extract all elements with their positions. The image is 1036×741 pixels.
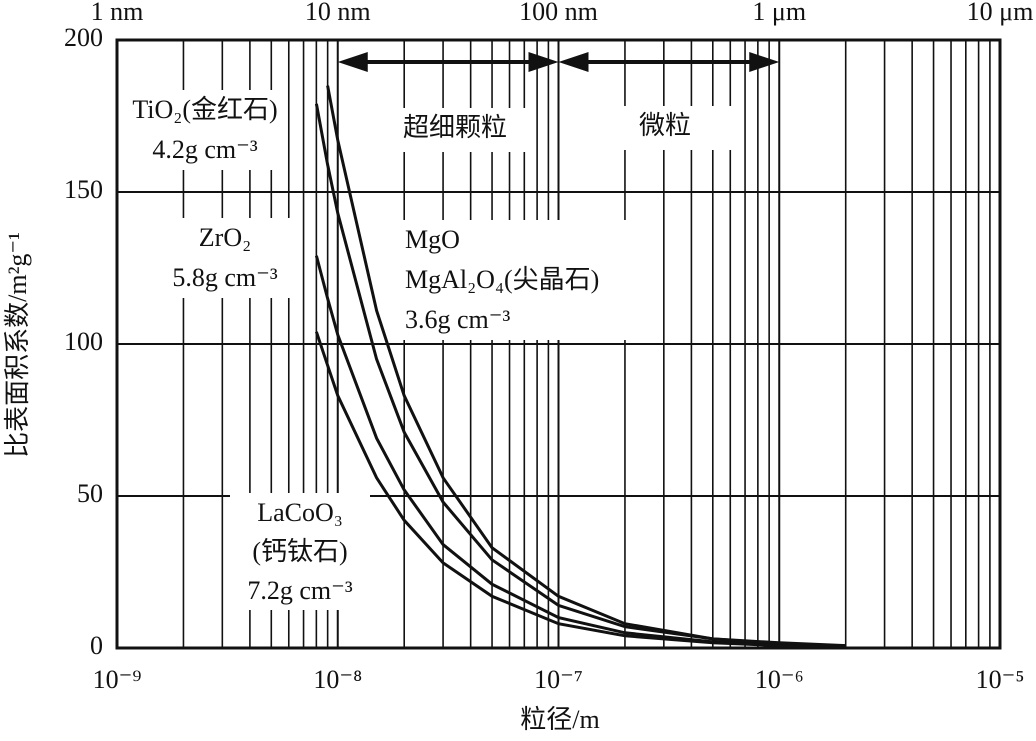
curve-label: ZrO₂: [199, 223, 251, 252]
curve-label: TiO₂(金红石): [132, 95, 277, 124]
y-tick-label: 50: [77, 479, 103, 508]
curve-label: LaCoO₃: [257, 498, 343, 527]
top-tick-label: 1 nm: [91, 0, 144, 26]
annotation-bg: [155, 218, 295, 298]
x-axis-label: 粒径/m: [520, 705, 599, 734]
annotation-bg: [230, 493, 370, 610]
plot-frame: [115, 38, 1002, 650]
arrow-head: [749, 52, 780, 72]
x-tick-label: 10⁻⁹: [93, 665, 142, 694]
curve-label: 3.6g cm⁻³: [405, 305, 510, 334]
series-line: [326, 85, 846, 648]
y-tick-label: 100: [64, 327, 103, 356]
y-axis-label: 比表面积系数/m²g⁻¹: [3, 232, 32, 458]
x-tick-label: 10⁻⁵: [976, 665, 1025, 694]
range-label: 微粒: [639, 111, 691, 140]
annotation-bg: [125, 90, 285, 170]
top-tick-label: 1 μm: [752, 0, 806, 26]
curve-label: 5.8g cm⁻³: [172, 263, 277, 292]
y-tick-label: 200: [64, 23, 103, 52]
curve-label: MgO: [405, 225, 460, 254]
curve-label: (钙钛石): [252, 537, 347, 566]
series-line: [314, 331, 846, 649]
x-tick-label: 10⁻⁸: [313, 665, 362, 694]
series-line: [314, 103, 846, 648]
top-tick-label: 100 nm: [519, 0, 598, 26]
curve-label: 4.2g cm⁻³: [152, 135, 257, 164]
x-tick-label: 10⁻⁷: [534, 665, 583, 694]
y-tick-label: 150: [64, 175, 103, 204]
y-tick-label: 0: [90, 631, 103, 660]
label-bg: [590, 106, 740, 150]
curve-label: MgAl₂O₄(尖晶石): [405, 265, 599, 294]
range-label: 超细颗粒: [403, 113, 507, 142]
arrow-head: [528, 52, 559, 72]
arrow-head: [558, 52, 589, 72]
top-tick-label: 10 nm: [305, 0, 371, 26]
top-tick-label: 10 μm: [967, 0, 1034, 26]
annotation-bg: [400, 220, 645, 340]
arrow-head: [337, 52, 368, 72]
label-bg: [380, 108, 530, 152]
x-tick-label: 10⁻⁶: [755, 665, 804, 694]
curve-label: 7.2g cm⁻³: [247, 576, 352, 605]
